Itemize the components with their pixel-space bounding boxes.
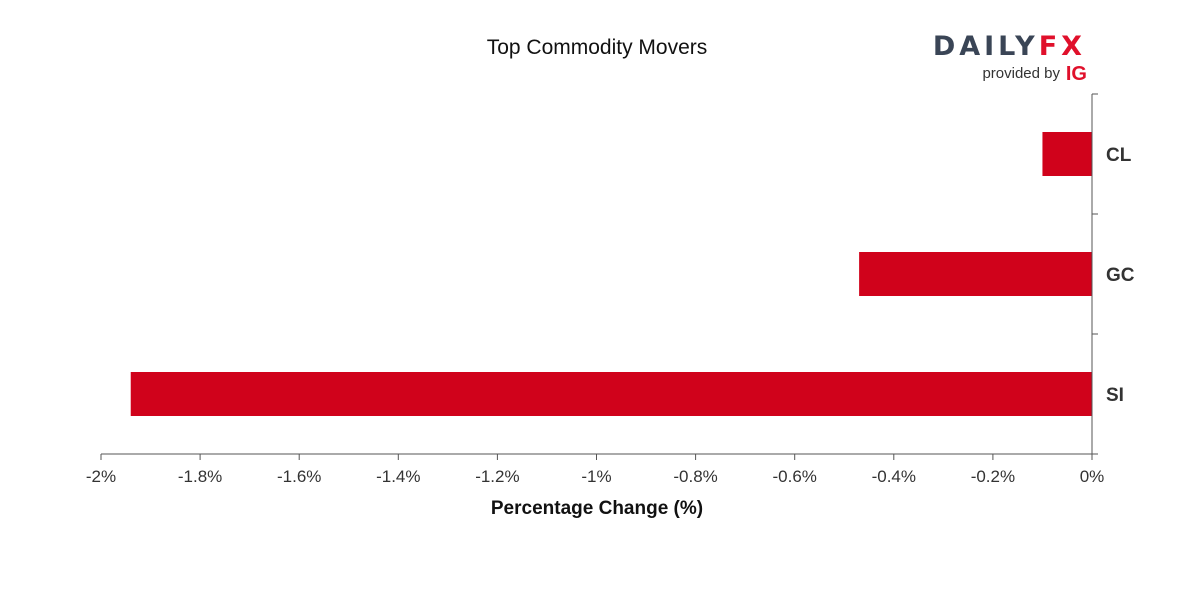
bars-group: [130, 132, 1093, 416]
category-labels-group: CL GC SI: [1106, 145, 1135, 406]
x-tick-label: -0.8%: [673, 467, 717, 486]
logo-ig: IG: [1066, 63, 1087, 85]
x-tick-label: -1.8%: [178, 467, 222, 486]
x-tick-label: -1%: [581, 467, 611, 486]
x-axis-title: Percentage Change (%): [491, 498, 703, 519]
category-label-si: SI: [1106, 385, 1124, 406]
logo-provided-by: provided by: [982, 65, 1060, 82]
x-tick-label: -0.6%: [772, 467, 816, 486]
logo-brand: DAILYFX: [933, 31, 1086, 62]
category-label-gc: GC: [1106, 265, 1135, 286]
bar-si: [130, 372, 1093, 416]
x-tick-label: -2%: [86, 467, 116, 486]
logo-brand-daily: DAILY: [933, 31, 1039, 62]
x-tick-label: -1.6%: [277, 467, 321, 486]
chart-title: Top Commodity Movers: [487, 36, 708, 59]
bar-gc: [859, 252, 1092, 296]
bar-cl: [1042, 132, 1092, 176]
x-tick-label: -1.4%: [376, 467, 420, 486]
x-tick-label: -0.4%: [872, 467, 916, 486]
logo-brand-fx: FX: [1039, 31, 1086, 62]
x-ticks-group: -2% -1.8% -1.6% -1.4% -1.2% -1% -0.8% -0.6% -0.4…: [86, 454, 1104, 486]
dailyfx-logo: DAILYFX provided by IG: [933, 31, 1087, 85]
x-tick-label: -0.2%: [971, 467, 1015, 486]
x-tick-label: 0%: [1080, 467, 1105, 486]
x-tick-label: -1.2%: [475, 467, 519, 486]
category-label-cl: CL: [1106, 145, 1132, 166]
